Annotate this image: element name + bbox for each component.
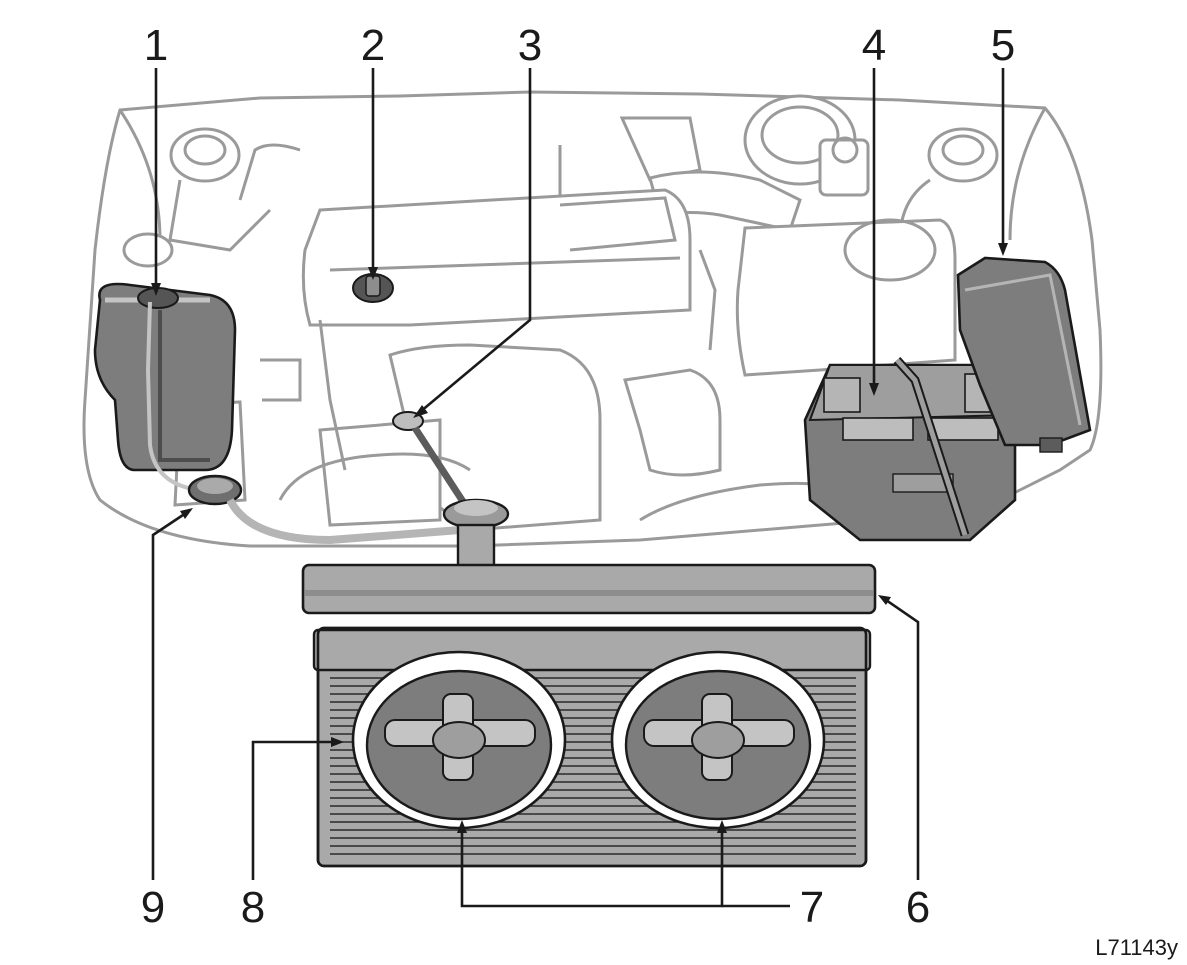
callout-5: 5	[991, 21, 1015, 70]
leader-6-arrowhead	[878, 595, 891, 605]
leader-3-arrowhead	[413, 405, 428, 418]
leader-7b-arrowhead	[717, 820, 727, 833]
callout-9: 9	[141, 883, 165, 932]
coolant-hose	[226, 498, 461, 545]
radiator-cap-icon	[442, 498, 510, 579]
callout-7: 7	[800, 883, 824, 932]
callout-8: 8	[241, 883, 265, 932]
leader-8-arrowhead	[331, 737, 344, 747]
leader-9-arrowhead	[180, 508, 193, 519]
cooling-fan-left-icon	[351, 650, 567, 830]
washer-fluid-reservoir-icon	[93, 282, 237, 492]
fuse-box-icon	[956, 256, 1092, 453]
leader-1-arrowhead	[151, 283, 161, 296]
figure-code: L71143y	[1095, 935, 1178, 960]
engine-bay-outline	[82, 90, 1103, 548]
callout-3: 3	[518, 21, 542, 70]
leader-4-arrowhead	[869, 383, 879, 396]
leader-8	[251, 740, 336, 880]
callout-leader-lines	[151, 68, 1008, 908]
callout-4: 4	[862, 21, 886, 70]
coolant-reservoir-cap-icon	[187, 474, 243, 506]
callout-labels: 1 2 3 4 5 6 7 8 9	[141, 21, 1015, 932]
callout-2: 2	[361, 21, 385, 70]
leader-7	[460, 828, 724, 908]
washer-tank-filler	[122, 232, 174, 268]
battery-icon	[803, 356, 1017, 542]
leader-9	[151, 511, 187, 880]
cooling-fan-right-icon	[610, 650, 826, 830]
oil-filler-cap-icon	[352, 273, 394, 303]
callout-1: 1	[144, 21, 168, 70]
leader-5-arrowhead	[998, 243, 1008, 256]
leader-2-arrowhead	[368, 267, 378, 280]
callout-6: 6	[906, 883, 930, 932]
leader-7a-arrowhead	[457, 820, 467, 833]
leader-3	[419, 68, 532, 413]
leader-6	[885, 598, 920, 880]
